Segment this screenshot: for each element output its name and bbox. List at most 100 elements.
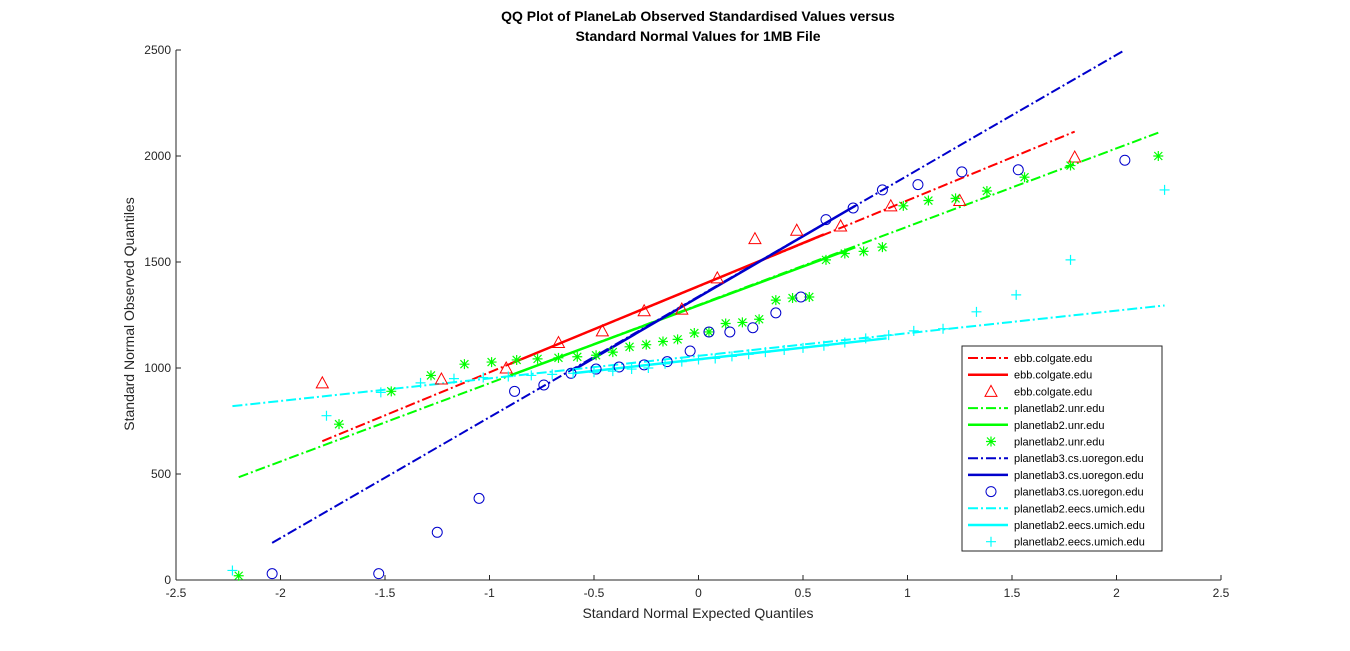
data-point (689, 328, 700, 339)
legend-box (961, 345, 1163, 552)
data-point (674, 302, 689, 315)
legend-marker (984, 384, 998, 397)
data-point (795, 291, 807, 303)
fit-line-solid (509, 245, 856, 377)
data-point (898, 200, 909, 211)
data-point (703, 326, 715, 338)
data-point (415, 377, 426, 388)
data-point (798, 342, 808, 353)
data-point (1159, 184, 1170, 195)
data-point (1019, 172, 1030, 183)
data-point (787, 293, 798, 304)
data-point (923, 195, 934, 206)
legend-label: ebb.colgate.edu (1014, 386, 1092, 398)
data-point (770, 295, 781, 306)
x-tick-label: -2 (275, 586, 286, 600)
data-point (847, 202, 859, 214)
data-point (591, 350, 602, 361)
data-point (473, 492, 485, 504)
data-point (720, 318, 731, 329)
data-point (883, 330, 894, 341)
legend: ebb.colgate.edu ebb.colgate.edu ebb.colgat… (961, 345, 1163, 552)
chart-title-line-2: Standard Normal Values for 1MB File (575, 28, 820, 44)
data-point (860, 333, 871, 344)
fit-line-dashdot (321, 130, 1076, 443)
y-tick-label: 2500 (144, 43, 171, 57)
y-tick-label: 2000 (144, 149, 171, 163)
data-point (459, 359, 470, 370)
data-point (839, 337, 850, 348)
data-point (661, 356, 673, 368)
data-point (572, 351, 583, 362)
data-point (1065, 160, 1076, 171)
legend-label: planetlab2.eecs.umich.edu (1014, 537, 1145, 549)
data-point (553, 352, 564, 363)
data-point (693, 354, 704, 365)
x-tick-label: 0 (695, 586, 702, 600)
legend-label: planetlab2.unr.edu (1014, 437, 1105, 449)
data-point (908, 325, 919, 336)
data-point (1067, 150, 1082, 163)
data-point (820, 254, 831, 265)
x-tick-label: 0.5 (795, 586, 812, 600)
data-point (1153, 151, 1164, 161)
data-point (912, 179, 924, 191)
data-point (547, 369, 558, 380)
legend-label: planetlab2.unr.edu (1014, 420, 1105, 432)
legend-label: planetlab3.cs.uoregon.edu (1014, 470, 1144, 482)
x-tick-label: 2.5 (1213, 586, 1230, 600)
legend-marker (985, 486, 997, 498)
data-point (1119, 154, 1131, 166)
chart-title-line-1: QQ Plot of PlaneLab Observed Standardise… (501, 8, 895, 24)
data-point (266, 568, 278, 580)
data-point (233, 570, 244, 581)
x-tick-label: -2.5 (166, 586, 187, 600)
data-point (672, 334, 683, 345)
legend-label: planetlab2.eecs.umich.edu (1014, 503, 1145, 515)
y-tick-label: 500 (151, 467, 171, 481)
data-point (657, 336, 668, 347)
fit-line-solid (572, 204, 856, 372)
data-point (431, 526, 443, 538)
data-point (703, 326, 714, 337)
data-point (660, 358, 671, 369)
data-point (883, 198, 898, 212)
data-point (748, 231, 762, 245)
data-point (770, 307, 782, 319)
x-tick-label: -1.5 (375, 586, 396, 600)
data-point (858, 246, 869, 257)
x-tick-label: -1 (484, 586, 495, 600)
data-point (779, 344, 790, 355)
data-markers (227, 150, 1170, 581)
data-point (589, 367, 599, 378)
data-point (499, 360, 514, 374)
y-tick-label: 1500 (144, 255, 171, 269)
data-point (375, 387, 386, 398)
data-point (804, 291, 815, 302)
x-tick-label: 1 (904, 586, 911, 600)
data-point (877, 242, 888, 253)
data-point (538, 379, 550, 391)
data-point (724, 326, 736, 338)
data-point (334, 419, 345, 430)
data-point (532, 353, 543, 364)
data-point (956, 166, 968, 178)
data-point (509, 385, 521, 397)
axes: -2.5 -2 -1.5 -1 -0.5 0 0.5 1 1.5 2 2.5 0 500 1000 1500… (144, 43, 1229, 600)
x-axis-label: Standard Normal Expected Quantiles (582, 605, 813, 621)
data-point (820, 214, 832, 226)
data-point (1011, 289, 1022, 300)
x-tick-label: -0.5 (584, 586, 605, 600)
data-point (486, 357, 497, 368)
data-point (637, 303, 652, 317)
data-point (386, 386, 397, 397)
data-point (568, 368, 579, 379)
data-point (876, 184, 888, 196)
x-tick-label: 1.5 (1004, 586, 1021, 600)
y-tick-label: 0 (164, 573, 171, 587)
y-tick-label: 1000 (144, 361, 171, 375)
data-point (839, 248, 850, 259)
data-point (1012, 164, 1024, 176)
data-point (643, 363, 654, 373)
